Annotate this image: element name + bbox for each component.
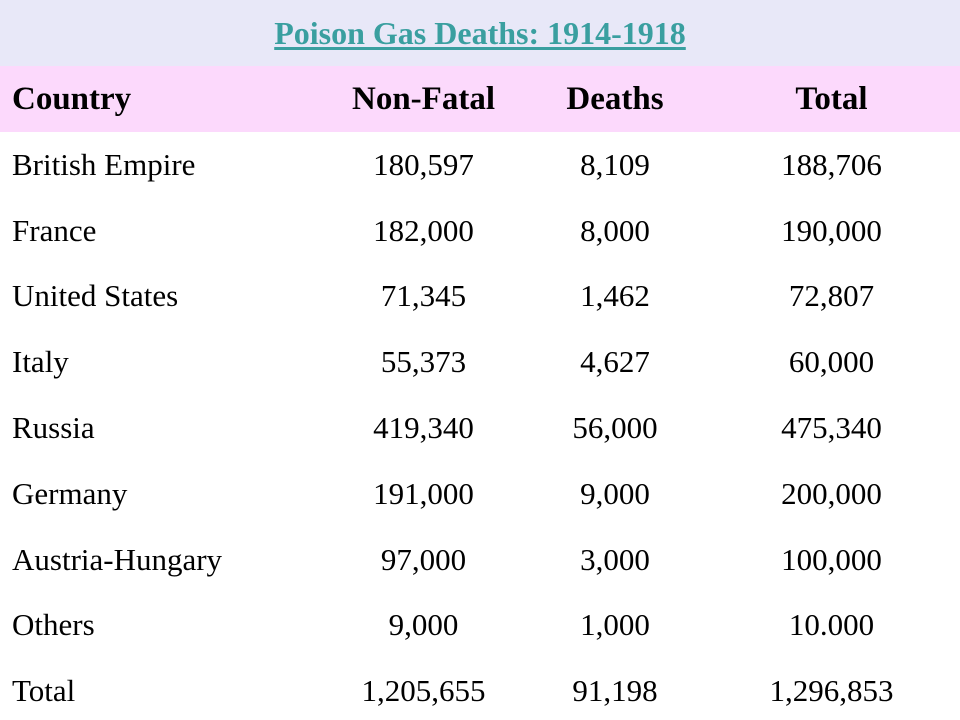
cell-non-fatal: 191,000 bbox=[373, 475, 474, 511]
cell-non-fatal: 71,345 bbox=[380, 278, 467, 314]
cell-total: 60,000 bbox=[788, 344, 875, 380]
cell-deaths: 8,000 bbox=[580, 212, 650, 248]
cell-non-fatal: 97,000 bbox=[380, 541, 467, 577]
cell-deaths: 56,000 bbox=[572, 410, 658, 446]
header-total: Total bbox=[795, 80, 868, 117]
header-non-fatal: Non-Fatal bbox=[352, 80, 495, 117]
cell-total: 188,706 bbox=[781, 146, 882, 182]
cell-deaths: 4,627 bbox=[580, 344, 650, 380]
cell-total: 200,000 bbox=[781, 475, 882, 511]
gas-deaths-table: Country Non-Fatal Deaths Total British E… bbox=[0, 66, 960, 720]
header-country: Country bbox=[12, 80, 132, 117]
header-deaths: Deaths bbox=[566, 80, 664, 117]
cell-total: 475,340 bbox=[781, 410, 882, 446]
table-row: Italy 55,373 4,627 60,000 bbox=[0, 329, 960, 395]
cell-non-fatal: 180,597 bbox=[373, 146, 474, 182]
table-row: Russia 419,340 56,000 475,340 bbox=[0, 395, 960, 461]
table-row: Austria-Hungary 97,000 3,000 100,000 bbox=[0, 527, 960, 593]
cell-deaths: 1,000 bbox=[580, 607, 650, 643]
title-band bbox=[0, 0, 960, 66]
cell-country: United States bbox=[12, 278, 179, 314]
table-row: Others 9,000 1,000 10.000 bbox=[0, 593, 960, 659]
cell-non-fatal: 182,000 bbox=[373, 212, 474, 248]
header-row: Country Non-Fatal Deaths Total bbox=[0, 66, 960, 132]
cell-country: Germany bbox=[12, 475, 128, 511]
cell-total: 10.000 bbox=[788, 607, 875, 643]
cell-country: Austria-Hungary bbox=[12, 541, 223, 577]
table-row-total: Total 1,205,655 91,198 1,296,853 bbox=[0, 658, 960, 720]
cell-deaths: 8,109 bbox=[580, 146, 650, 182]
table-row: Germany 191,000 9,000 200,000 bbox=[0, 461, 960, 527]
cell-country: Italy bbox=[12, 344, 69, 380]
cell-deaths: 91,198 bbox=[572, 673, 658, 709]
cell-total: 1,296,853 bbox=[769, 673, 894, 709]
cell-country: Total bbox=[12, 673, 76, 709]
table-row: United States 71,345 1,462 72,807 bbox=[0, 264, 960, 330]
cell-non-fatal: 419,340 bbox=[373, 410, 474, 446]
cell-non-fatal: 1,205,655 bbox=[361, 673, 486, 709]
cell-deaths: 9,000 bbox=[580, 475, 650, 511]
cell-country: British Empire bbox=[12, 146, 196, 182]
cell-total: 190,000 bbox=[781, 212, 882, 248]
cell-total: 100,000 bbox=[781, 541, 882, 577]
cell-country: France bbox=[12, 212, 97, 248]
cell-non-fatal: 55,373 bbox=[380, 344, 467, 380]
page-title[interactable]: Poison Gas Deaths: 1914-1918 bbox=[274, 14, 686, 51]
table-row: British Empire 180,597 8,109 188,706 bbox=[0, 132, 960, 198]
cell-deaths: 1,462 bbox=[580, 278, 650, 314]
cell-total: 72,807 bbox=[788, 278, 875, 314]
cell-non-fatal: 9,000 bbox=[388, 607, 459, 643]
cell-deaths: 3,000 bbox=[580, 541, 650, 577]
cell-country: Russia bbox=[12, 410, 95, 446]
cell-country: Others bbox=[12, 607, 95, 643]
table-row: France 182,000 8,000 190,000 bbox=[0, 198, 960, 264]
